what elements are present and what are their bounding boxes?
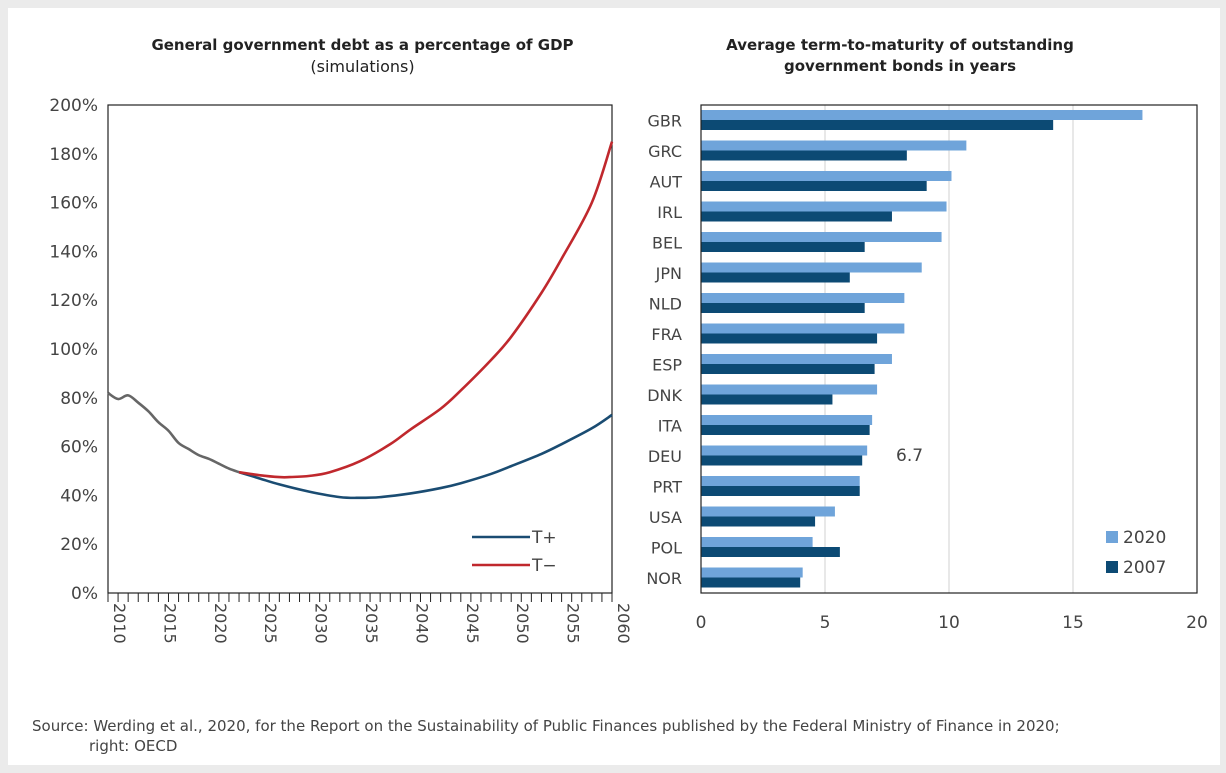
right-x-tick-label: 0 bbox=[696, 613, 707, 633]
left-x-tick-label: 2035 bbox=[362, 603, 381, 644]
bar-2007-ita bbox=[701, 425, 870, 435]
bar-2007-irl bbox=[701, 211, 892, 222]
left-y-tick-label: 160% bbox=[49, 194, 98, 214]
category-label-usa: USA bbox=[649, 508, 682, 527]
right-plot-area bbox=[700, 104, 1198, 594]
legend-swatch-2007 bbox=[1106, 561, 1118, 573]
left-x-tick-label: 2050 bbox=[513, 603, 532, 644]
left-y-tick-label: 100% bbox=[49, 340, 98, 360]
left-y-tick-label: 80% bbox=[60, 389, 98, 409]
bar-2020-nld bbox=[701, 293, 905, 303]
left-x-tick-label: 2015 bbox=[160, 603, 179, 644]
category-label-ita: ITA bbox=[658, 416, 682, 435]
category-label-fra: FRA bbox=[651, 325, 682, 344]
bar-2007-usa bbox=[701, 516, 816, 527]
bar-2007-grc bbox=[701, 150, 907, 161]
bar-2020-gbr bbox=[701, 110, 1143, 120]
legend-label-2007: 2007 bbox=[1123, 558, 1166, 578]
left-x-tick-label: 2030 bbox=[312, 603, 331, 644]
bar-2007-fra bbox=[701, 333, 878, 344]
left-title-text: General government debt as a percentage … bbox=[151, 36, 574, 54]
bar-2007-aut bbox=[701, 181, 927, 191]
category-label-gbr: GBR bbox=[648, 111, 683, 130]
t-minus-line bbox=[238, 141, 614, 479]
legend-label-t-plus-line: T+ bbox=[531, 528, 557, 548]
left-y-tick-label: 60% bbox=[60, 438, 98, 458]
bar-2020-grc bbox=[701, 140, 967, 151]
category-label-aut: AUT bbox=[650, 172, 683, 191]
bar-2020-usa bbox=[701, 506, 835, 517]
left-x-tick-label: 2060 bbox=[614, 603, 633, 644]
right-x-tick-label: 15 bbox=[1062, 613, 1084, 633]
category-label-pol: POL bbox=[651, 538, 682, 557]
bar-2020-ita bbox=[701, 415, 873, 425]
bar-2020-prt bbox=[701, 476, 860, 486]
category-label-grc: GRC bbox=[648, 142, 682, 161]
left-x-tick-label: 2040 bbox=[412, 603, 431, 644]
bar-2007-nld bbox=[701, 303, 865, 313]
bar-2020-bel bbox=[701, 232, 942, 242]
bar-2020-esp bbox=[701, 354, 892, 364]
category-label-bel: BEL bbox=[652, 233, 682, 252]
bar-2007-jpn bbox=[701, 272, 850, 283]
left-line-chart: 0% 20% 40% 60% 80% 100% 120% 140% 160% 180% 200% 20… bbox=[49, 96, 633, 644]
left-y-tick-label: 200% bbox=[49, 96, 98, 116]
deu-value-annotation: 6.7 bbox=[896, 446, 923, 466]
bar-2020-deu bbox=[701, 445, 868, 456]
legend-label-t-minus-line: T− bbox=[531, 556, 557, 576]
bar-2020-aut bbox=[701, 171, 952, 181]
category-label-deu: DEU bbox=[648, 447, 682, 466]
legend-label-2020: 2020 bbox=[1123, 528, 1166, 548]
left-x-tick-label: 2020 bbox=[211, 603, 230, 644]
left-x-tick-label: 2010 bbox=[110, 603, 129, 644]
bar-2007-nor bbox=[701, 577, 801, 588]
left-subtitle-text: (simulations) bbox=[310, 57, 415, 76]
source-line-1: Source: Werding et al., 2020, for the Re… bbox=[32, 717, 1060, 735]
left-y-tick-label: 120% bbox=[49, 291, 98, 311]
bar-2020-nor bbox=[701, 567, 803, 578]
left-x-tick-label: 2045 bbox=[463, 603, 482, 644]
bar-2020-fra bbox=[701, 323, 905, 334]
category-label-nld: NLD bbox=[649, 294, 682, 313]
right-title-text: Average term-to-maturity of outstanding … bbox=[726, 36, 1074, 75]
history-line bbox=[107, 391, 240, 474]
left-chart-title: General government debt as a percentage … bbox=[100, 35, 625, 78]
right-x-tick-label: 5 bbox=[820, 613, 831, 633]
left-y-tick-label: 20% bbox=[60, 535, 98, 555]
figure-panel bbox=[8, 8, 1220, 765]
bar-2007-deu bbox=[701, 455, 863, 466]
left-x-tick-label: 2025 bbox=[261, 603, 280, 644]
left-x-tick-label: 2055 bbox=[564, 603, 583, 644]
right-x-tick-label: 10 bbox=[938, 613, 960, 633]
right-bar-chart: 0 5 10 15 20 GBR GRC AUT IRL BEL JPN NLD FRA ESP DNK IT… bbox=[646, 104, 1208, 633]
category-label-prt: PRT bbox=[653, 477, 683, 496]
t-plus-line bbox=[238, 413, 613, 500]
bar-2020-pol bbox=[701, 537, 813, 547]
bar-2007-dnk bbox=[701, 394, 833, 405]
bar-2007-esp bbox=[701, 364, 875, 374]
source-line-2: right: OECD bbox=[89, 737, 178, 755]
bar-2020-dnk bbox=[701, 384, 878, 395]
left-y-tick-label: 140% bbox=[49, 242, 98, 262]
category-label-nor: NOR bbox=[646, 569, 682, 588]
bar-2007-bel bbox=[701, 242, 865, 252]
left-y-tick-label: 180% bbox=[49, 145, 98, 165]
bar-2007-pol bbox=[701, 547, 840, 557]
category-label-esp: ESP bbox=[652, 355, 682, 374]
category-label-irl: IRL bbox=[657, 203, 682, 222]
right-x-tick-label: 20 bbox=[1186, 613, 1208, 633]
legend-swatch-2020 bbox=[1106, 531, 1118, 543]
bar-2020-irl bbox=[701, 201, 947, 212]
bar-2020-jpn bbox=[701, 262, 922, 273]
left-y-tick-label: 0% bbox=[71, 584, 98, 604]
category-label-jpn: JPN bbox=[655, 264, 682, 283]
left-y-tick-label: 40% bbox=[60, 486, 98, 506]
category-label-dnk: DNK bbox=[647, 386, 682, 405]
right-chart-title: Average term-to-maturity of outstanding … bbox=[690, 35, 1110, 77]
bar-2007-prt bbox=[701, 486, 860, 496]
bar-2007-gbr bbox=[701, 120, 1054, 130]
source-note: Source: Werding et al., 2020, for the Re… bbox=[32, 716, 1212, 756]
